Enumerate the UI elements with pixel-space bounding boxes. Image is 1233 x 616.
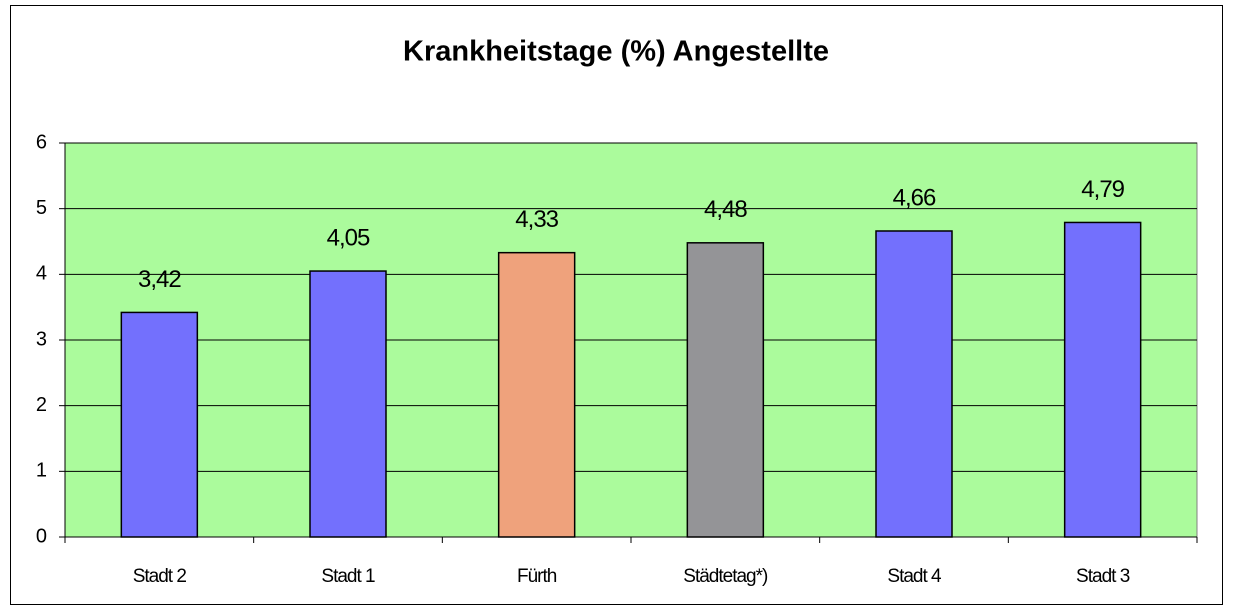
bar: [497, 251, 576, 538]
value-label: 4,33: [515, 206, 558, 233]
value-label: 4,66: [893, 184, 936, 211]
value-label: 4,48: [704, 196, 747, 223]
x-tick-label: Stadt 3: [1076, 566, 1130, 587]
y-tick-label: 6: [36, 131, 47, 153]
x-tick-label: Stadt 4: [887, 566, 942, 587]
y-tick-label: 2: [36, 394, 47, 416]
bar: [309, 270, 387, 538]
bar: [686, 242, 765, 538]
x-tick-label: Fürth: [517, 566, 557, 587]
y-tick-label: 0: [36, 525, 47, 547]
y-tick-label: 1: [36, 460, 47, 482]
chart-title: Krankheitstage (%) Angestellte: [403, 36, 829, 68]
value-label: 4,79: [1081, 176, 1124, 203]
value-label: 3,42: [138, 266, 181, 293]
x-tick-label: Städtetag*): [683, 566, 768, 587]
bar: [875, 230, 953, 538]
y-tick-label: 3: [36, 328, 47, 350]
y-tick-label: 4: [36, 263, 47, 285]
x-tick-label: Stadt 1: [321, 566, 375, 587]
bar: [1063, 221, 1142, 538]
bar: [120, 311, 199, 538]
value-label: 4,05: [327, 224, 370, 251]
x-tick-label: Stadt 2: [133, 566, 187, 587]
y-tick-label: 5: [36, 197, 47, 219]
